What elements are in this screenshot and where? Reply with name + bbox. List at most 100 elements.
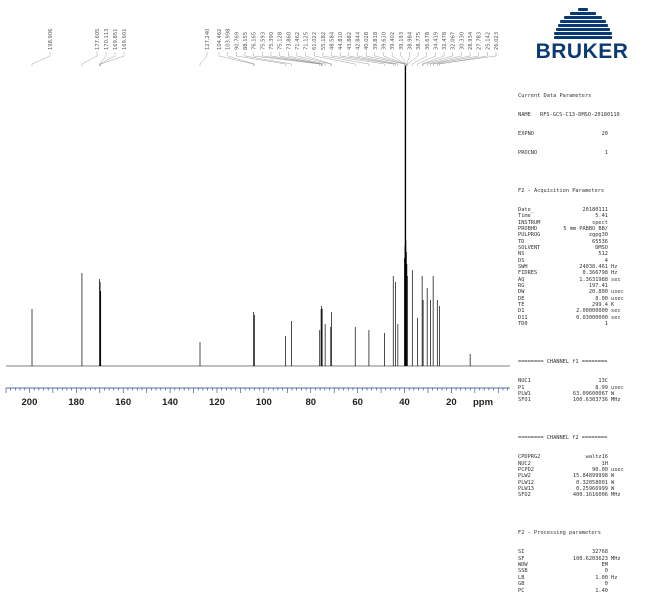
param-value: spect: [592, 219, 608, 226]
peak-label: 103.998: [226, 29, 232, 50]
peak-label-connector: [99, 52, 107, 66]
peak-label: 177.605: [95, 29, 101, 50]
peak-label: 104.462: [217, 29, 223, 50]
peak-label-connector: [407, 52, 419, 66]
peak-label-connector: [288, 52, 326, 66]
param-value: DMSO: [595, 244, 608, 251]
peak-label-connector: [406, 52, 410, 66]
peak-label-connector: [31, 52, 51, 66]
param-key: SOLVENT: [518, 244, 541, 251]
param-value: 63.09600067: [572, 390, 608, 397]
peak-label: 26.023: [494, 32, 500, 50]
x-tick-label: 100: [256, 397, 272, 408]
param-row: SFO2 400.1616006 MHz: [518, 492, 648, 498]
param-key: AQ: [518, 276, 525, 283]
param-row: SFO1 100.6303736 MHz: [518, 397, 648, 403]
peak-label: 39.193: [399, 32, 405, 50]
peak-label: 39.610: [381, 32, 387, 50]
peak-label: 169.851: [113, 29, 119, 50]
acquisition-rows: Date_ 20180111 Time 5.41 INSTRUM spect PROBHD 5…: [518, 207, 648, 328]
peak-label-connector: [227, 52, 255, 66]
peak-label: 39.818: [373, 32, 379, 50]
channel-f1-rows: NUC1 13C P1 8.99 usec PLW1 63.09600067 W SFO1 100…: [518, 378, 648, 403]
param-row-name: NAME RFS-GCS-C13-DMSO-20180110: [518, 111, 620, 118]
peak-label-connector: [314, 52, 356, 66]
peak-label: 169.601: [122, 29, 128, 50]
peak-label-connector: [422, 52, 453, 66]
param-row: TD 65536: [518, 239, 648, 245]
param-key: D11: [518, 314, 528, 321]
param-value: 8.00: [595, 295, 608, 302]
axis-unit-label: ppm: [473, 397, 493, 408]
param-row: PULPROG zgpg30: [518, 232, 648, 238]
param-row: D1 2.00000000 sec: [518, 308, 648, 314]
param-value: 2.00000000: [576, 308, 608, 315]
peak-label-layer: 198.906 177.605 170.113 169.851 169.601 127.2…: [31, 29, 500, 66]
param-key: SFO2: [518, 492, 531, 499]
param-key: PROBHD: [518, 225, 538, 232]
peak-label-connector: [430, 52, 471, 66]
channel-f1-header: ======== CHANNEL f1 ========: [518, 359, 608, 366]
processing-rows: SI 32768 SF 100.6203623 MHz WDW EM SSB 0 LB 1.00 Hz…: [518, 549, 648, 593]
param-value: 1: [604, 321, 608, 328]
param-value: 0.03000000: [576, 314, 608, 321]
peak-label-connector: [199, 52, 208, 66]
param-row: FIDRES 0.366798 Hz: [518, 270, 648, 276]
bruker-logo-icon: [554, 8, 612, 39]
peak-label: 39.402: [390, 32, 396, 50]
channel-f2-rows: CPDPRG2 waltz16 NUC2 1H PCPD2 90.00 usec PLW2 15…: [518, 454, 648, 498]
param-row: D11 0.03000000 sec: [518, 315, 648, 321]
nmr-spectrum: 198.906 177.605 170.113 169.851 169.601 127.2…: [5, 29, 510, 408]
channel-f2-header: ======== CHANNEL f2 ========: [518, 435, 608, 442]
param-row: PC 1.40: [518, 588, 648, 594]
peak-label-connector: [331, 52, 385, 66]
peak-label-connector: [262, 52, 322, 66]
param-key: TD: [518, 238, 525, 245]
peak-label: 71.462: [295, 32, 301, 50]
peak-label: 88.155: [243, 32, 249, 50]
param-key: P1: [518, 384, 525, 391]
peak-label-connector: [357, 52, 399, 66]
param-value: 400.1616006: [572, 492, 608, 499]
param-value: 65536: [592, 238, 608, 245]
peak-label-connector: [81, 52, 98, 66]
x-tick-label: 20: [446, 397, 457, 408]
param-value: 13C: [598, 378, 608, 385]
param-unit: sec: [611, 314, 621, 321]
x-tick-label: 120: [209, 397, 225, 408]
peak-label-connector: [253, 52, 320, 66]
param-unit: MHz: [611, 492, 621, 499]
param-key: NUC1: [518, 378, 531, 385]
param-value: 0.366798: [582, 270, 608, 277]
peak-label: 30.330: [459, 32, 465, 50]
peak-label-connector: [305, 52, 332, 66]
param-value: 100.6303736: [572, 397, 608, 404]
param-row: PROBHD 5 mm PABBO BB/: [518, 226, 648, 232]
param-row: TE 299.4 K: [518, 302, 648, 308]
peak-label: 32.478: [442, 32, 448, 50]
param-value: 299.4: [592, 302, 608, 309]
param-row: RG 197.41: [518, 283, 648, 289]
param-unit: Hz: [611, 270, 618, 277]
peak-label-connector: [426, 52, 462, 66]
peak-label: 73.860: [286, 32, 292, 50]
param-key: INSTRUM: [518, 219, 541, 226]
param-key: PC: [518, 587, 525, 594]
param-row: SOLVENT DMSO: [518, 245, 648, 251]
peak-label-connector: [296, 52, 331, 66]
param-row: INSTRUM spect: [518, 220, 648, 226]
peak-label-connector: [100, 52, 125, 66]
param-value: 20.800: [588, 289, 608, 296]
peak-label: 32.067: [451, 32, 457, 50]
acquisition-parameters-panel: Current Data Parameters NAME RFS-GCS-C13-…: [518, 80, 648, 600]
param-unit: usec: [611, 289, 624, 296]
param-value: 8.99: [595, 384, 608, 391]
peak-label: 90.769: [234, 32, 240, 50]
param-value: 1.3631988: [579, 276, 608, 283]
param-key: DS: [518, 257, 525, 264]
peak-label: 44.810: [338, 32, 344, 50]
param-value: zgpg30: [588, 232, 608, 239]
bruker-logo-text: BRUKER: [535, 40, 629, 63]
param-row: DW 20.800 usec: [518, 289, 648, 295]
peak-label-connector: [270, 52, 322, 66]
